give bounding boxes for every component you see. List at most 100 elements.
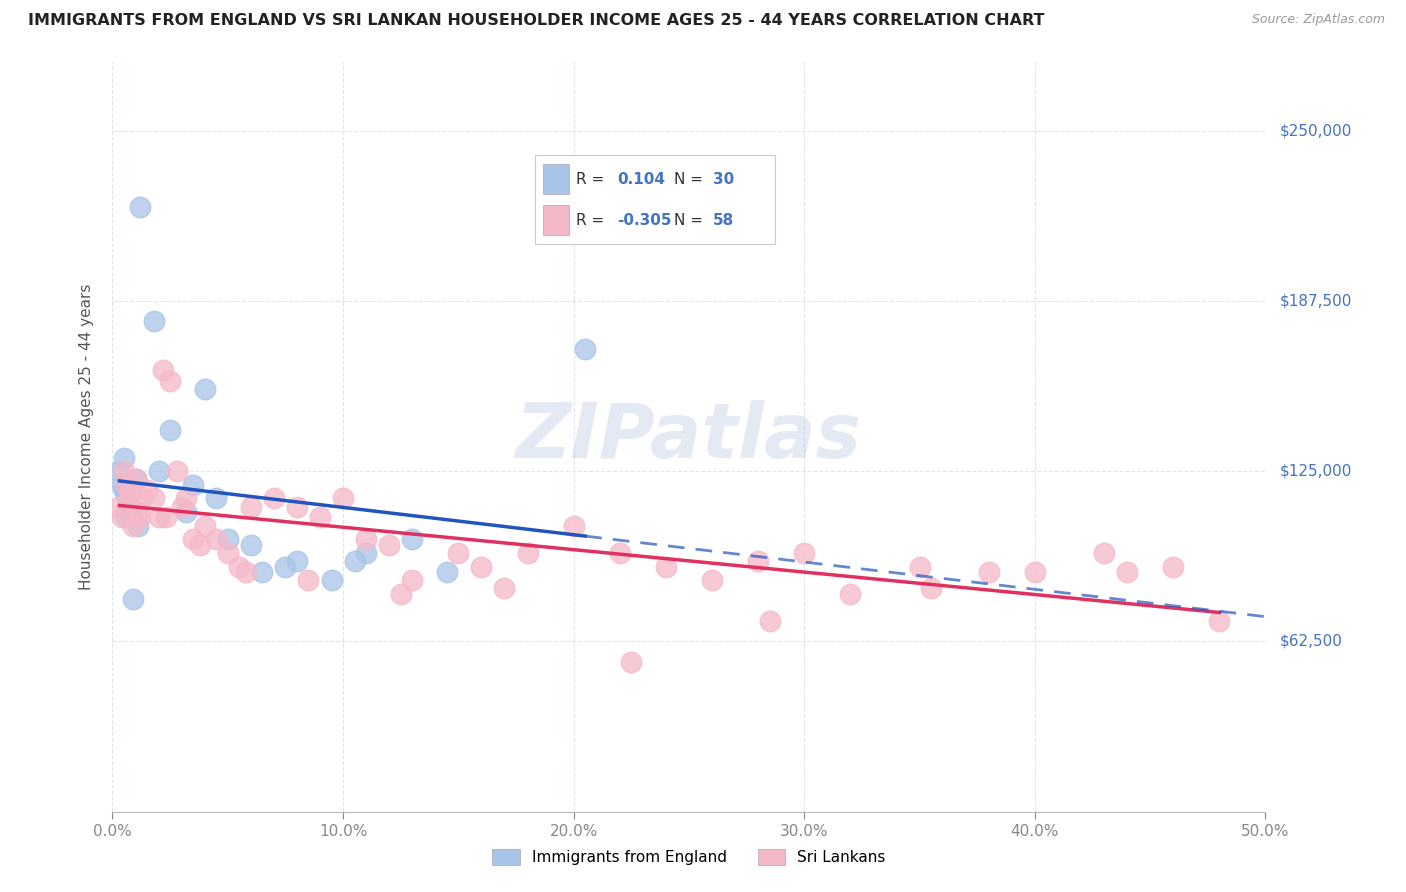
- Text: $125,000: $125,000: [1279, 464, 1351, 479]
- Point: [112, 483, 135, 498]
- Point: [148, 464, 170, 478]
- Point: [143, 314, 166, 328]
- Point: [239, 500, 262, 514]
- Point: [127, 505, 149, 519]
- Point: [217, 546, 239, 560]
- Point: [129, 510, 152, 524]
- Text: ZIPatlas: ZIPatlas: [516, 401, 862, 474]
- Point: [112, 450, 135, 465]
- FancyBboxPatch shape: [543, 164, 569, 194]
- Point: [1116, 565, 1139, 579]
- Point: [152, 363, 174, 377]
- Point: [129, 200, 152, 214]
- Point: [793, 546, 815, 560]
- Text: -0.305: -0.305: [617, 213, 671, 227]
- Text: R =: R =: [576, 213, 609, 227]
- Point: [747, 554, 769, 568]
- Text: 0.104: 0.104: [617, 172, 665, 186]
- Point: [1024, 565, 1046, 579]
- Point: [115, 477, 138, 491]
- Point: [401, 533, 423, 547]
- Point: [562, 518, 585, 533]
- Text: $187,500: $187,500: [1279, 293, 1351, 309]
- Point: [124, 472, 146, 486]
- Point: [378, 538, 401, 552]
- FancyBboxPatch shape: [543, 205, 569, 235]
- Legend: Immigrants from England, Sri Lankans: Immigrants from England, Sri Lankans: [486, 843, 891, 871]
- Point: [122, 592, 145, 607]
- Point: [839, 587, 862, 601]
- Point: [181, 533, 204, 547]
- Point: [115, 510, 138, 524]
- Point: [194, 518, 217, 533]
- Point: [285, 554, 308, 568]
- Point: [252, 565, 274, 579]
- Point: [758, 614, 780, 628]
- Point: [285, 500, 308, 514]
- Point: [263, 491, 285, 506]
- Point: [1092, 546, 1115, 560]
- Point: [166, 464, 188, 478]
- Point: [188, 538, 211, 552]
- Point: [228, 559, 250, 574]
- Point: [274, 559, 297, 574]
- Point: [354, 546, 377, 560]
- Point: [111, 510, 134, 524]
- Point: [108, 464, 131, 478]
- Point: [574, 342, 596, 356]
- Text: N =: N =: [675, 213, 709, 227]
- Point: [159, 374, 181, 388]
- Point: [321, 573, 343, 587]
- Point: [148, 510, 170, 524]
- Point: [436, 565, 458, 579]
- Point: [108, 500, 131, 514]
- Text: 58: 58: [713, 213, 734, 227]
- Point: [332, 491, 354, 506]
- Point: [235, 565, 257, 579]
- Point: [120, 483, 142, 498]
- Point: [354, 533, 377, 547]
- Text: 30: 30: [713, 172, 734, 186]
- Point: [343, 554, 366, 568]
- Point: [112, 464, 135, 478]
- Point: [470, 559, 492, 574]
- Point: [194, 383, 217, 397]
- Text: IMMIGRANTS FROM ENGLAND VS SRI LANKAN HOUSEHOLDER INCOME AGES 25 - 44 YEARS CORR: IMMIGRANTS FROM ENGLAND VS SRI LANKAN HO…: [28, 13, 1045, 29]
- Point: [111, 477, 134, 491]
- Point: [131, 491, 153, 506]
- Text: Source: ZipAtlas.com: Source: ZipAtlas.com: [1251, 13, 1385, 27]
- Point: [516, 546, 538, 560]
- Point: [143, 491, 166, 506]
- Point: [1161, 559, 1184, 574]
- Point: [494, 582, 516, 596]
- Point: [124, 472, 146, 486]
- Point: [136, 483, 159, 498]
- Point: [217, 533, 239, 547]
- Point: [205, 491, 228, 506]
- Point: [1208, 614, 1230, 628]
- Point: [239, 538, 262, 552]
- Point: [117, 491, 139, 506]
- Point: [309, 510, 332, 524]
- Point: [401, 573, 423, 587]
- Point: [447, 546, 470, 560]
- Y-axis label: Householder Income Ages 25 - 44 years: Householder Income Ages 25 - 44 years: [79, 284, 94, 591]
- Text: N =: N =: [675, 172, 709, 186]
- Point: [297, 573, 319, 587]
- Point: [117, 500, 139, 514]
- Point: [120, 505, 142, 519]
- Point: [700, 573, 723, 587]
- Point: [174, 505, 197, 519]
- Point: [122, 518, 145, 533]
- Text: $250,000: $250,000: [1279, 123, 1351, 138]
- Point: [908, 559, 931, 574]
- Point: [170, 500, 193, 514]
- Text: $62,500: $62,500: [1279, 634, 1343, 648]
- Text: R =: R =: [576, 172, 609, 186]
- Point: [977, 565, 1000, 579]
- Point: [620, 655, 643, 669]
- Point: [155, 510, 177, 524]
- Point: [920, 582, 942, 596]
- Point: [205, 533, 228, 547]
- Point: [181, 477, 204, 491]
